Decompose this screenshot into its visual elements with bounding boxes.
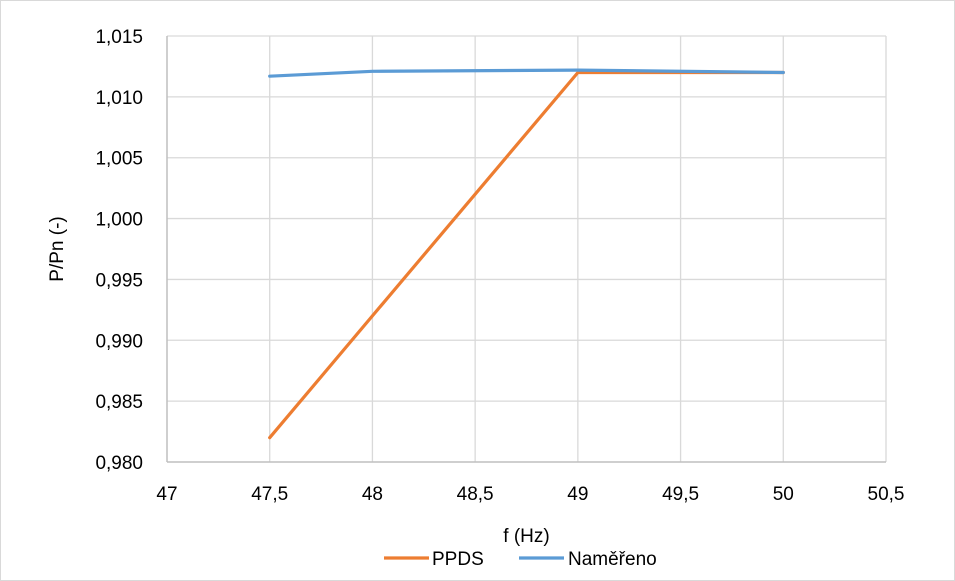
y-tick-label: 0,995 <box>95 270 143 291</box>
series-line-namereno <box>268 68 785 78</box>
y-tick-label: 0,985 <box>95 392 143 413</box>
x-axis-title: f (Hz) <box>503 526 549 547</box>
legend-label-ppds: PPDS <box>432 549 484 570</box>
grid <box>167 35 887 462</box>
x-tick-label: 49,5 <box>662 484 699 505</box>
y-axis-title: P/Pn (-) <box>47 216 68 281</box>
legend: PPDS Naměřeno <box>384 549 657 570</box>
series-line-ppds <box>268 70 785 440</box>
y-tick-label: 1,000 <box>95 210 143 231</box>
y-tick-label: 0,990 <box>95 331 143 352</box>
x-tick-label: 50 <box>773 484 794 505</box>
x-tick-label: 50,5 <box>868 484 905 505</box>
x-tick-label: 49 <box>567 484 588 505</box>
y-tick-label: 1,005 <box>95 149 143 170</box>
x-tick-label: 48 <box>362 484 383 505</box>
series <box>268 68 785 440</box>
x-tick-label: 47 <box>156 484 177 505</box>
y-tick-label: 1,010 <box>95 88 143 109</box>
y-tick-label: 0,980 <box>95 453 143 474</box>
y-tick-label: 1,015 <box>95 27 143 48</box>
tick-labels: 47 47,5 48 48,5 49 49,5 50 50,5 0,980 0,985 0,990 0… <box>95 27 904 505</box>
x-tick-label: 47,5 <box>251 484 288 505</box>
axes <box>166 36 886 463</box>
legend-label-namereno: Naměřeno <box>568 549 657 570</box>
x-tick-label: 48,5 <box>457 484 494 505</box>
